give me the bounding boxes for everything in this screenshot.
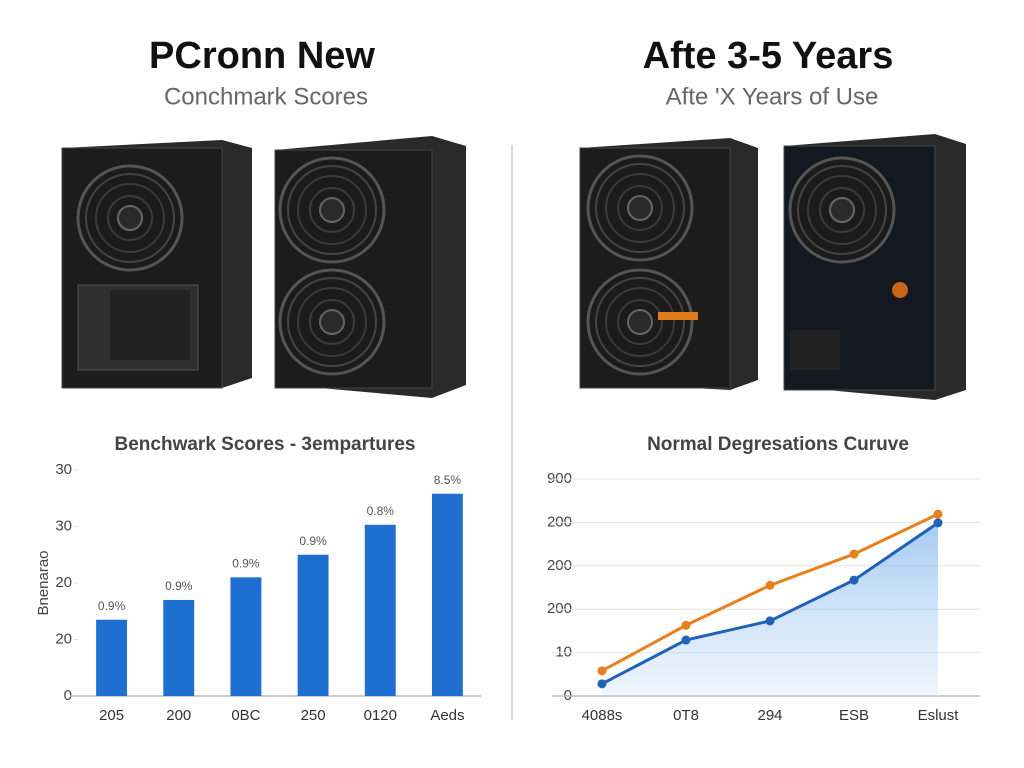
y-tick-label: 200 (547, 513, 572, 530)
bar (297, 554, 329, 696)
bar (431, 493, 463, 696)
y-tick-label: 30 (55, 517, 72, 534)
point (597, 679, 607, 689)
x-tick-label: 0BC (231, 707, 260, 724)
bar-annotation: 0.9% (165, 579, 193, 593)
y-axis-label: Bnenarao (35, 550, 52, 615)
point (597, 666, 607, 676)
panel-subtitle: Afte 'X Years of Use (666, 83, 879, 110)
y-tick-label: 900 (547, 470, 572, 487)
y-tick-label: 200 (547, 557, 572, 574)
point (849, 549, 859, 559)
x-tick-label: 0120 (364, 707, 397, 724)
bar-annotation: 0.9% (299, 534, 327, 548)
x-tick-label: 0T8 (673, 707, 699, 724)
chart-title: Normal Degresations Curuve (647, 434, 909, 455)
x-tick-label: ESB (839, 707, 869, 724)
bar (230, 577, 262, 696)
x-tick-label: 4088s (582, 707, 623, 724)
pc-case (274, 136, 466, 398)
point (765, 616, 775, 626)
panel-subtitle: Conchmark Scores (164, 83, 368, 110)
y-tick-label: 200 (547, 600, 572, 617)
y-tick-label: 10 (555, 644, 572, 661)
point (765, 580, 775, 590)
charts: Benchwark Scores - 3empartures Bnenarao 0 2… (35, 434, 980, 724)
x-tick-label: 205 (99, 707, 124, 724)
area (602, 522, 938, 696)
point (849, 575, 859, 585)
pc-case (579, 138, 758, 390)
bar-annotation: 0.9% (98, 599, 126, 613)
x-tick-label: 250 (301, 707, 326, 724)
x-tick-label: 294 (757, 707, 782, 724)
y-tick-label: 20 (55, 630, 72, 647)
point (933, 518, 943, 528)
panel-title: PCronn New (149, 35, 375, 77)
pc-case (61, 140, 252, 389)
point (681, 635, 691, 645)
y-tick-label: 30 (55, 461, 72, 478)
pc-case (783, 134, 966, 400)
y-tick-label: 20 (55, 574, 72, 591)
point (681, 620, 691, 630)
chart-title: Benchwark Scores - 3empartures (115, 434, 416, 455)
bar-annotation: 0.9% (232, 557, 260, 571)
bar (163, 599, 195, 696)
panel-title: Afte 3-5 Years (643, 35, 894, 77)
x-tick-label: Eslust (918, 707, 960, 724)
y-tick-label: 0 (64, 687, 72, 704)
bar (96, 619, 128, 696)
x-tick-label: Aeds (430, 707, 464, 724)
bar (364, 524, 396, 696)
x-tick-label: 200 (166, 707, 191, 724)
point (933, 509, 943, 519)
bar-annotation: 0.8% (367, 504, 395, 518)
bar-annotation: 8.5% (434, 473, 462, 487)
